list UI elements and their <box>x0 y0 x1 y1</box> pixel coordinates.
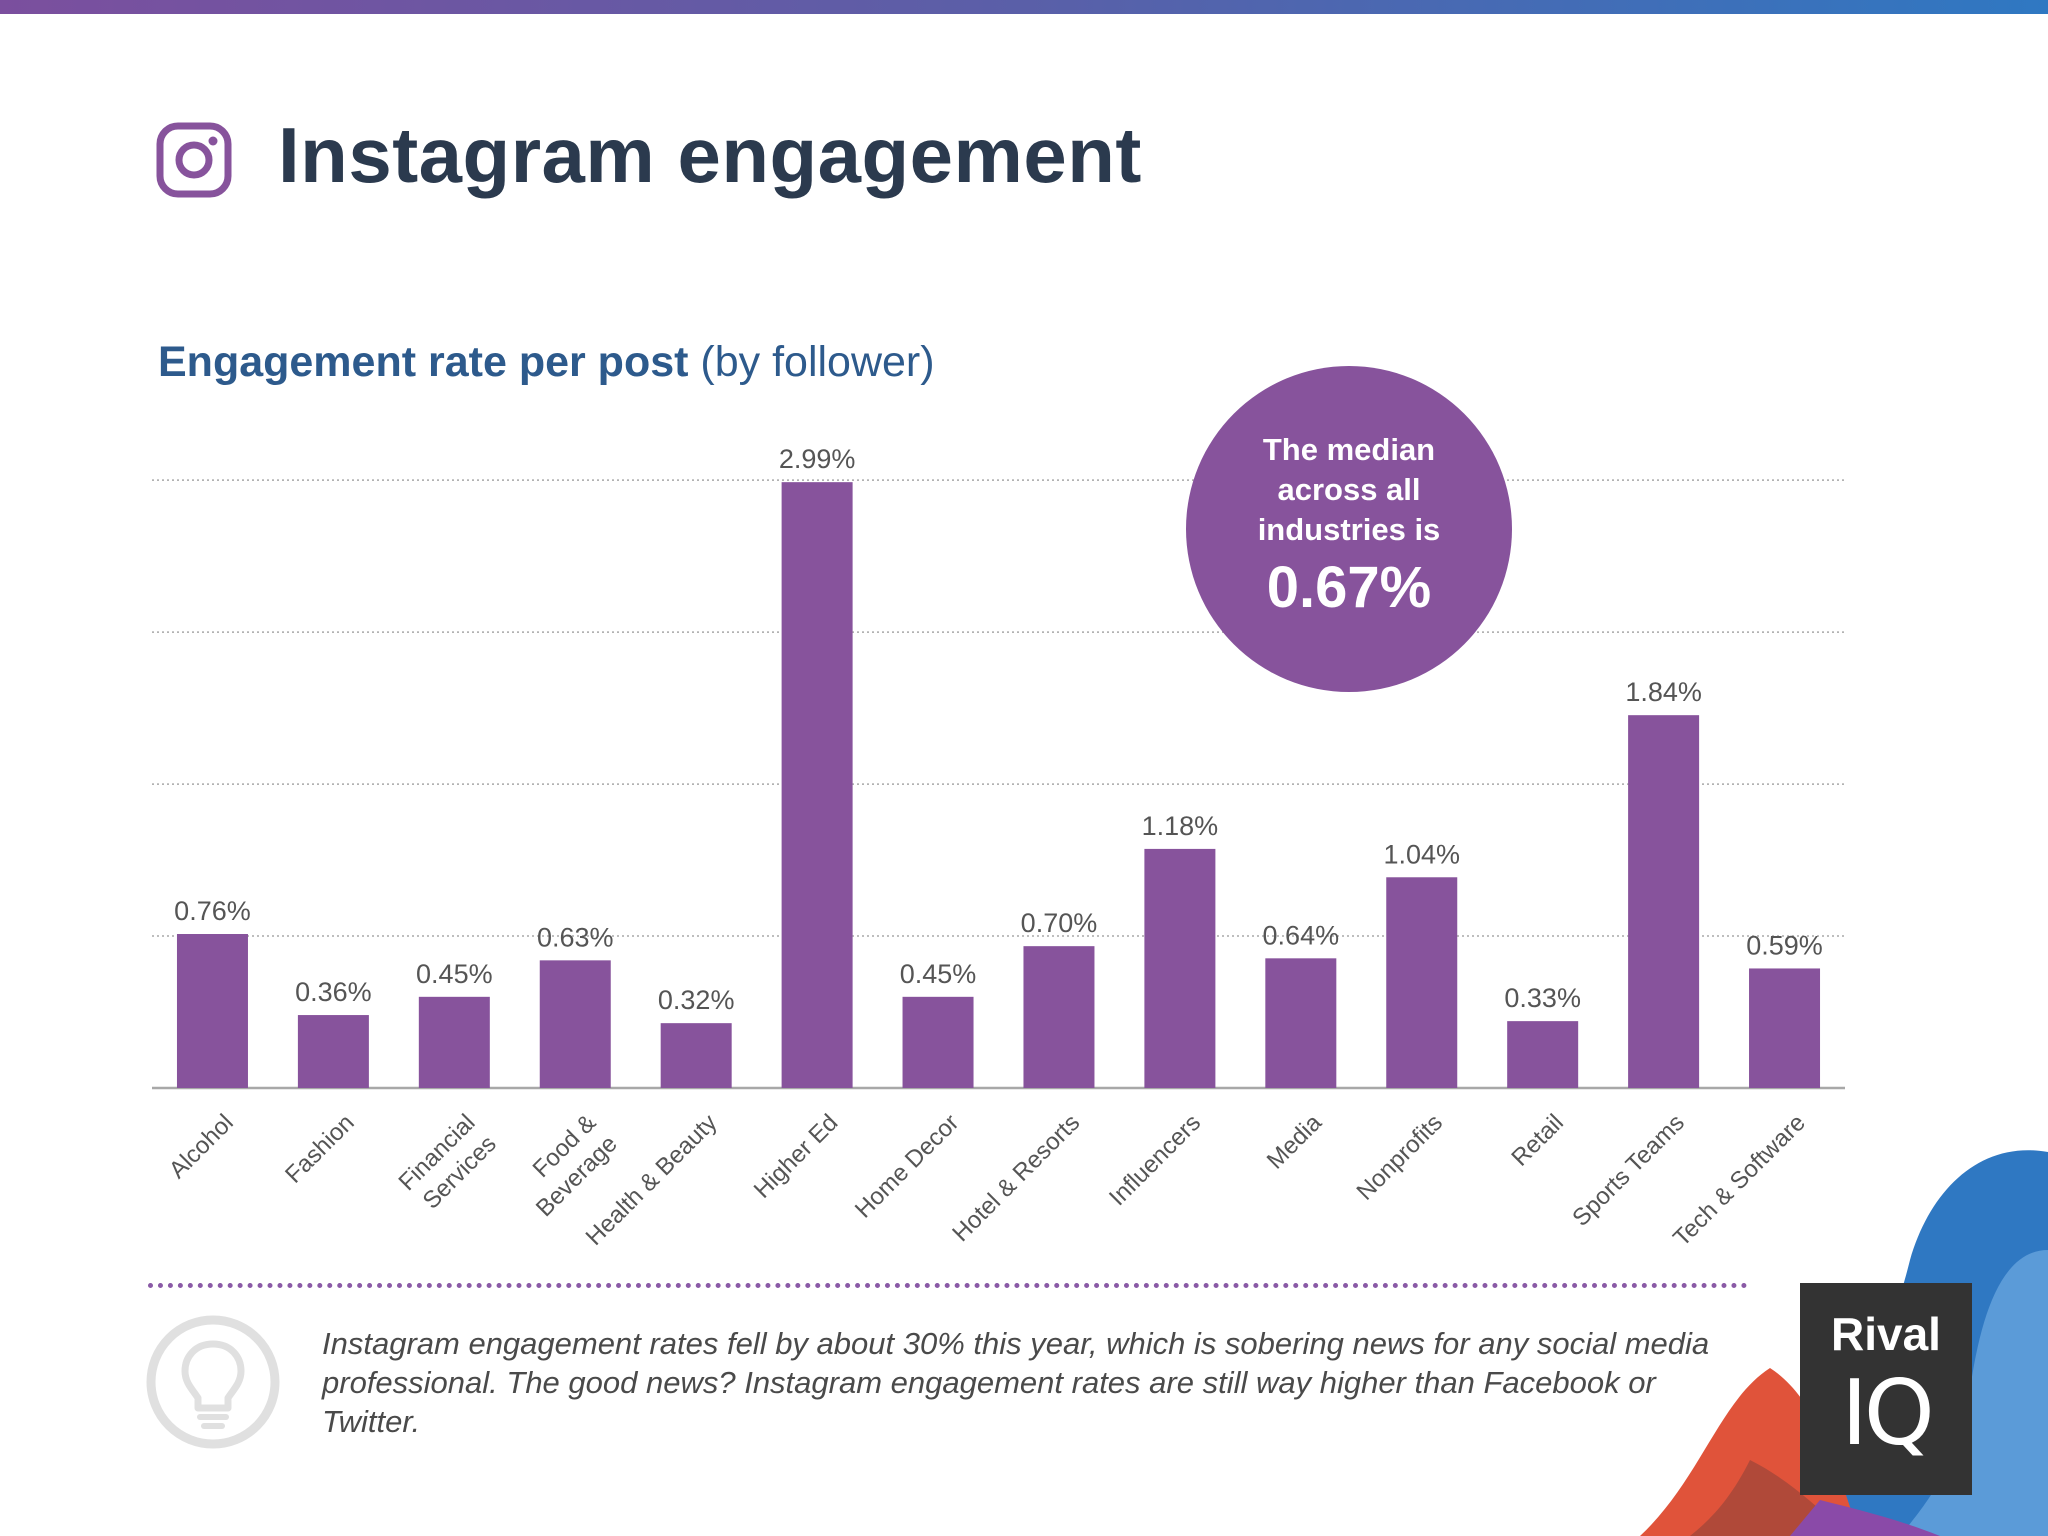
data-label: 1.04% <box>1383 839 1460 869</box>
median-callout: The median across all industries is 0.67… <box>1186 366 1512 692</box>
bar <box>781 482 853 1089</box>
x-tick-label-line: Higher Ed <box>749 1109 844 1204</box>
x-tick-label: Higher Ed <box>749 1109 844 1204</box>
bar <box>539 960 611 1088</box>
top-gradient-bar <box>0 0 2048 14</box>
bar <box>1386 877 1458 1088</box>
x-tick-label-line: Nonprofits <box>1352 1109 1448 1205</box>
x-tick-label: Food &Beverage <box>510 1109 623 1222</box>
instagram-icon <box>156 122 232 198</box>
chart-title-bold: Engagement rate per post <box>158 338 689 386</box>
median-text: The median across all industries is <box>1186 430 1512 550</box>
x-tick-label: Fashion <box>280 1109 359 1188</box>
x-tick-label: Health & Beauty <box>581 1109 723 1251</box>
data-label: 0.33% <box>1504 983 1581 1013</box>
data-label: 2.99% <box>779 444 856 474</box>
data-label: 0.45% <box>900 959 977 989</box>
logo-line1: Rival <box>1831 1308 1941 1360</box>
bar <box>1749 968 1821 1088</box>
data-label: 0.64% <box>1263 920 1340 950</box>
x-tick-label: Media <box>1262 1109 1328 1175</box>
x-tick-label: Retail <box>1506 1109 1568 1171</box>
x-tick-label: Nonprofits <box>1352 1109 1448 1205</box>
data-label: 0.36% <box>295 977 372 1007</box>
insight-note: Instagram engagement rates fell by about… <box>322 1326 1710 1439</box>
data-label: 0.63% <box>537 922 614 952</box>
median-text-line: industries is <box>1257 512 1441 547</box>
bar <box>176 934 248 1088</box>
x-tick-label-line: Fashion <box>280 1109 359 1188</box>
data-label: 0.32% <box>658 985 735 1015</box>
logo-line2: IQ <box>1841 1361 1934 1466</box>
data-label: 0.70% <box>1021 908 1098 938</box>
bar <box>660 1023 732 1088</box>
bar <box>1507 1021 1579 1088</box>
x-tick-label: Influencers <box>1104 1109 1206 1211</box>
x-tick-label-line: Alcohol <box>164 1109 239 1184</box>
x-tick-label: Hotel & Resorts <box>947 1109 1085 1247</box>
page-title: Instagram engagement <box>278 111 1142 199</box>
data-label: 0.76% <box>174 896 251 926</box>
x-tick-label-line: Hotel & Resorts <box>947 1109 1085 1247</box>
chart-title-light: (by follower) <box>700 338 935 386</box>
median-text-line: The median <box>1262 432 1436 467</box>
x-tick-label-line: Health & Beauty <box>581 1109 723 1251</box>
median-value: 0.67% <box>1266 555 1432 620</box>
x-tick-label: Home Decor <box>850 1109 964 1223</box>
data-label: 0.59% <box>1746 930 1823 960</box>
rival-iq-logo: Rival IQ <box>1800 1283 1972 1495</box>
x-tick-label: Alcohol <box>164 1109 239 1184</box>
x-tick-label: FinancialServices <box>394 1109 502 1217</box>
x-tick-label-line: Home Decor <box>850 1109 964 1223</box>
median-text-line: across all <box>1277 472 1421 507</box>
lightbulb-icon <box>146 1315 280 1449</box>
chart-title: Engagement rate per post (by follower) <box>158 338 935 387</box>
bar <box>1265 958 1337 1088</box>
bar <box>1023 946 1095 1088</box>
data-label: 0.45% <box>416 959 493 989</box>
bar <box>1628 715 1700 1088</box>
bar <box>1144 848 1216 1088</box>
data-label: 1.18% <box>1142 811 1219 841</box>
bar <box>418 996 490 1088</box>
data-label: 1.84% <box>1625 677 1702 707</box>
bar <box>297 1015 369 1088</box>
x-tick-label-line: Influencers <box>1104 1109 1206 1211</box>
section-divider <box>148 1283 1748 1288</box>
bar <box>902 996 974 1088</box>
x-tick-label-line: Media <box>1262 1109 1328 1175</box>
x-tick-label-line: Retail <box>1506 1109 1568 1171</box>
